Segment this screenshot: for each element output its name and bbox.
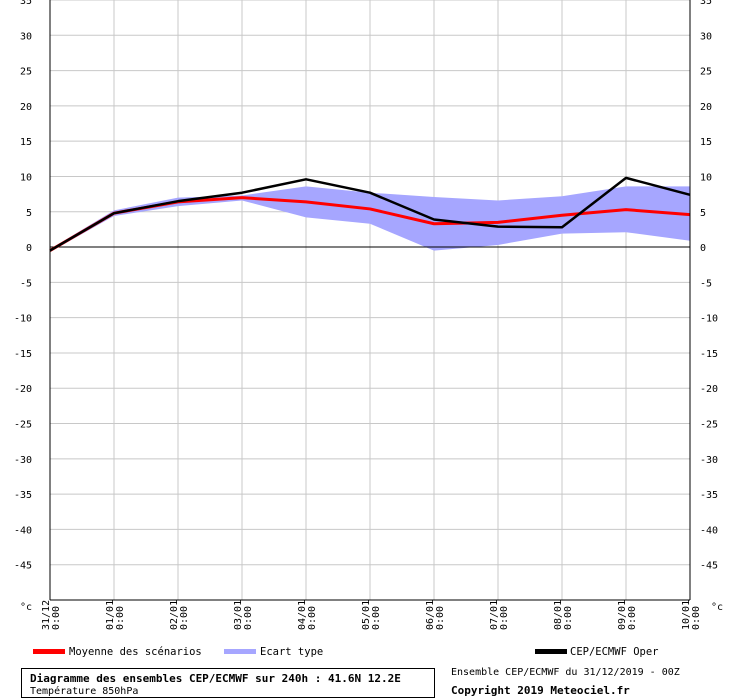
x-tick-time: 0:00 bbox=[563, 606, 574, 630]
y-tick-label-right: -40 bbox=[700, 525, 718, 536]
y-tick-label-right: 5 bbox=[700, 208, 706, 219]
y-tick-label-right: 15 bbox=[700, 137, 712, 148]
y-tick-label-left: 15 bbox=[20, 137, 32, 148]
x-tick: 09/01 0:00 bbox=[617, 600, 638, 630]
y-tick-label-right: -15 bbox=[700, 349, 718, 360]
y-tick-label-left: -15 bbox=[14, 349, 32, 360]
legend-swatch bbox=[224, 649, 256, 654]
y-tick-label-right: -45 bbox=[700, 561, 718, 572]
x-tick: 03/01 0:00 bbox=[233, 600, 254, 630]
x-tick: 04/01 0:00 bbox=[297, 600, 318, 630]
run-info: Ensemble CEP/ECMWF du 31/12/2019 - 00Z bbox=[451, 667, 680, 678]
x-tick-time: 0:00 bbox=[243, 606, 254, 630]
copyright: Copyright 2019 Meteociel.fr bbox=[451, 684, 630, 697]
y-tick-label-right: 20 bbox=[700, 102, 712, 113]
y-tick-label-right: -30 bbox=[700, 455, 718, 466]
y-tick-label-right: 35 bbox=[700, 0, 712, 7]
legend-label: Ecart type bbox=[260, 646, 323, 658]
x-tick-date: 07/01 bbox=[489, 600, 500, 630]
y-tick-label-left: 35 bbox=[20, 0, 32, 7]
y-tick-label-left: -45 bbox=[14, 561, 32, 572]
y-tick-label-right: 0 bbox=[700, 243, 706, 254]
y-tick-label-left: -5 bbox=[20, 278, 32, 289]
y-tick-label-left: -10 bbox=[14, 314, 32, 325]
legend-swatch bbox=[535, 649, 567, 654]
unit-label-right: °c bbox=[711, 602, 723, 613]
y-tick-label-left: 30 bbox=[20, 31, 32, 42]
x-tick-time: 0:00 bbox=[51, 606, 62, 630]
y-tick-label-right: -5 bbox=[700, 278, 712, 289]
legend-swatch bbox=[33, 649, 65, 654]
y-tick-label-left: 25 bbox=[20, 67, 32, 78]
x-tick-labels: 31/12 0:00 01/01 0:00 02/01 0:00 03/01 0:00 04/0… bbox=[41, 600, 702, 630]
chart-subtitle: Température 850hPa bbox=[30, 686, 139, 697]
x-tick: 31/12 0:00 bbox=[41, 600, 62, 630]
plot-frame bbox=[49, 0, 691, 601]
x-tick-time: 0:00 bbox=[371, 606, 382, 630]
series-lines bbox=[49, 176, 691, 252]
ecart-type-band bbox=[50, 186, 690, 252]
y-tick-label-left: 0 bbox=[26, 243, 32, 254]
ecart-type-area bbox=[50, 186, 690, 252]
x-tick-date: 01/01 bbox=[105, 600, 116, 630]
x-tick-date: 08/01 bbox=[553, 600, 564, 630]
x-tick: 02/01 0:00 bbox=[169, 600, 190, 630]
x-tick-date: 02/01 bbox=[169, 600, 180, 630]
x-tick: 07/01 0:00 bbox=[489, 600, 510, 630]
x-tick-date: 03/01 bbox=[233, 600, 244, 630]
y-tick-label-right: 10 bbox=[700, 172, 712, 183]
y-tick-label-left: -40 bbox=[14, 525, 32, 536]
chart-title: Diagramme des ensembles CEP/ECMWF sur 24… bbox=[30, 672, 401, 685]
x-tick-time: 0:00 bbox=[435, 606, 446, 630]
x-tick-time: 0:00 bbox=[115, 606, 126, 630]
x-tick-time: 0:00 bbox=[499, 606, 510, 630]
unit-label-left: °c bbox=[20, 602, 32, 613]
x-tick-time: 0:00 bbox=[627, 606, 638, 630]
x-tick: 08/01 0:00 bbox=[553, 600, 574, 630]
y-tick-label-right: 30 bbox=[700, 31, 712, 42]
y-tick-label-right: -20 bbox=[700, 384, 718, 395]
y-tick-label-left: -35 bbox=[14, 490, 32, 501]
legend: Moyenne des scénarios Ecart type CEP/ECMWF… bbox=[33, 646, 659, 658]
x-tick-date: 04/01 bbox=[297, 600, 308, 630]
y-tick-label-right: -25 bbox=[700, 420, 718, 431]
y-tick-label-right: -10 bbox=[700, 314, 718, 325]
grid-lines bbox=[49, 0, 691, 600]
y-tick-label-left: -25 bbox=[14, 420, 32, 431]
x-tick-date: 05/01 bbox=[361, 600, 372, 630]
y-tick-label-left: 10 bbox=[20, 172, 32, 183]
legend-label: CEP/ECMWF Oper bbox=[570, 646, 659, 658]
x-tick-date: 10/01 bbox=[681, 600, 692, 630]
x-tick: 06/01 0:00 bbox=[425, 600, 446, 630]
x-tick-time: 0:00 bbox=[691, 606, 702, 630]
x-tick-date: 06/01 bbox=[425, 600, 436, 630]
y-tick-label-right: -35 bbox=[700, 490, 718, 501]
y-tick-label-left: 5 bbox=[26, 208, 32, 219]
x-tick-date: 09/01 bbox=[617, 600, 628, 630]
oper-series-line bbox=[49, 176, 691, 252]
x-tick: 05/01 0:00 bbox=[361, 600, 382, 630]
y-tick-label-left: 20 bbox=[20, 102, 32, 113]
x-tick-date: 31/12 bbox=[41, 600, 52, 630]
x-tick: 01/01 0:00 bbox=[105, 600, 126, 630]
x-tick: 10/01 0:00 bbox=[681, 600, 702, 630]
y-tick-labels: 35 35 30 30 25 25 20 20 15 15 10 10 5 5 0 0 -5 -5 -10 -10 -1… bbox=[14, 0, 723, 613]
x-tick-time: 0:00 bbox=[307, 606, 318, 630]
y-tick-label-left: -30 bbox=[14, 455, 32, 466]
y-tick-label-right: 25 bbox=[700, 67, 712, 78]
chart-title-box: Diagramme des ensembles CEP/ECMWF sur 24… bbox=[21, 668, 435, 698]
y-tick-label-left: -20 bbox=[14, 384, 32, 395]
x-tick-time: 0:00 bbox=[179, 606, 190, 630]
legend-label: Moyenne des scénarios bbox=[69, 646, 202, 658]
